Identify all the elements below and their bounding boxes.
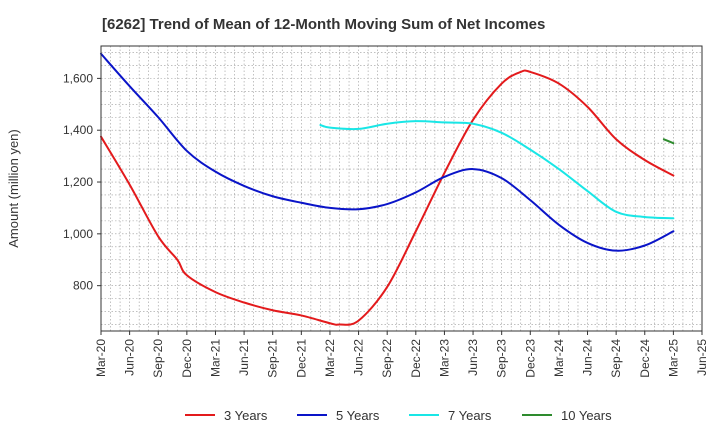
- x-tick-label: Mar-23: [437, 339, 451, 377]
- x-tick-label: Dec-22: [409, 339, 423, 378]
- x-tick-label: Jun-21: [237, 339, 251, 376]
- x-tick-label: Sep-24: [609, 339, 623, 378]
- x-tick-label: Mar-25: [666, 339, 680, 377]
- x-tick-label: Dec-24: [638, 339, 652, 378]
- x-tick-label: Dec-21: [294, 339, 308, 378]
- x-tick-label: Dec-20: [180, 339, 194, 378]
- x-tick-label: Mar-24: [552, 339, 566, 377]
- x-tick-label: Jun-20: [123, 339, 137, 376]
- x-tick-label: Mar-22: [323, 339, 337, 377]
- legend-label-7-years: 7 Years: [448, 408, 492, 423]
- y-tick-label: 1,000: [63, 227, 93, 241]
- x-tick-label: Sep-21: [266, 339, 280, 378]
- x-tick-label: Jun-24: [581, 339, 595, 376]
- legend-label-10-years: 10 Years: [561, 408, 612, 423]
- series-line-10-years: [662, 138, 675, 145]
- x-tick-label: Sep-20: [151, 339, 165, 378]
- plot-frame: [100, 45, 703, 332]
- x-tick-label: Jun-22: [352, 339, 366, 376]
- chart-title: [6262] Trend of Mean of 12-Month Moving …: [102, 16, 546, 33]
- y-tick-label: 1,400: [63, 123, 93, 137]
- y-tick-label: 800: [73, 279, 93, 293]
- x-tick-label: Dec-23: [523, 339, 537, 378]
- plot-area: [101, 46, 702, 331]
- x-tick-label: Sep-22: [380, 339, 394, 378]
- x-tick-label: Jun-25: [695, 339, 709, 376]
- series-line-3-years: [100, 69, 675, 326]
- y-axis-label: Amount (million yen): [6, 129, 21, 248]
- series-line-5-years: [100, 52, 675, 252]
- x-tick-label: Mar-21: [208, 339, 222, 377]
- series-line-7-years: [319, 120, 675, 220]
- y-tick-label: 1,600: [63, 71, 93, 85]
- x-tick-label: Sep-23: [495, 339, 509, 378]
- x-tick-label: Mar-20: [94, 339, 108, 377]
- legend-label-3-years: 3 Years: [224, 408, 268, 423]
- legend-label-5-years: 5 Years: [336, 408, 380, 423]
- x-tick-label: Jun-23: [466, 339, 480, 376]
- y-tick-label: 1,200: [63, 175, 93, 189]
